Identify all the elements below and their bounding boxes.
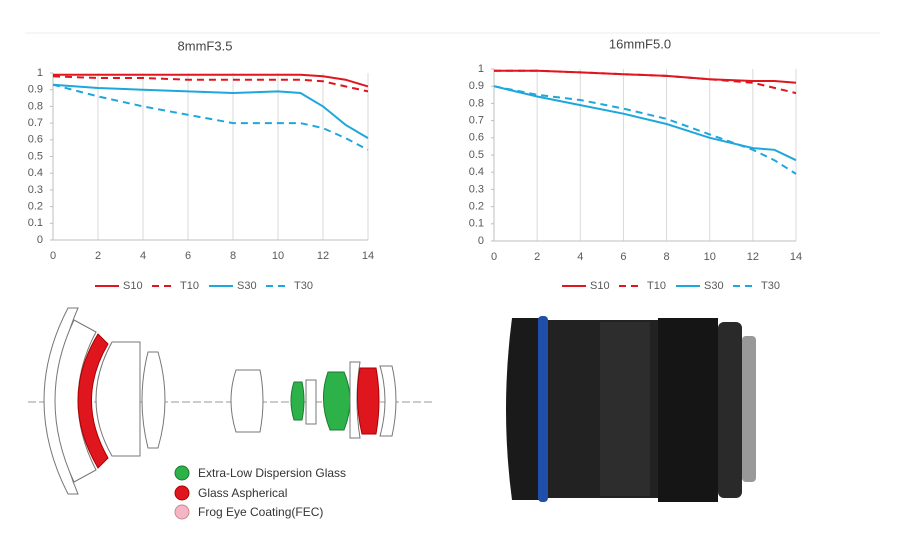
y-tick-label: 0.5 xyxy=(28,150,43,162)
ed-element xyxy=(290,381,305,421)
lens-element xyxy=(54,319,97,483)
aperture-ring xyxy=(658,318,718,502)
x-tick-label: 12 xyxy=(747,251,759,263)
y-tick-label: 0.8 xyxy=(469,97,484,109)
series-line xyxy=(52,83,369,139)
x-tick-label: 2 xyxy=(95,250,101,262)
y-tick-label: 0.7 xyxy=(469,115,484,127)
y-tick-label: 1 xyxy=(37,67,43,79)
lens-diagram xyxy=(28,307,432,520)
series-line xyxy=(494,69,797,95)
lens-element xyxy=(379,365,397,437)
lens-photo xyxy=(506,316,756,502)
y-tick-label: 0.9 xyxy=(28,84,43,96)
y-tick-label: 0.7 xyxy=(28,117,43,129)
y-tick-label: 0.4 xyxy=(28,167,43,179)
lens-element xyxy=(95,341,141,457)
x-tick-label: 0 xyxy=(491,251,497,263)
x-tick-label: 14 xyxy=(362,250,374,262)
legend-label: T10 xyxy=(180,280,199,292)
legend-label: S30 xyxy=(237,280,257,292)
y-tick-label: 0.6 xyxy=(469,132,484,144)
y-tick-label: 0.1 xyxy=(28,217,43,229)
legend-swatch xyxy=(174,465,190,481)
x-tick-label: 8 xyxy=(230,250,236,262)
focus-ring xyxy=(600,322,650,496)
y-tick-label: 0.9 xyxy=(469,80,484,92)
legend-label: T30 xyxy=(294,280,313,292)
aspherical-element xyxy=(77,333,109,469)
ed-element xyxy=(323,371,351,431)
y-tick-label: 0 xyxy=(37,234,43,246)
legend-label: Extra-Low Dispersion Glass xyxy=(198,466,346,480)
series-line xyxy=(52,83,369,151)
y-tick-label: 1 xyxy=(478,63,484,75)
legend-swatch xyxy=(174,504,190,520)
lens-element xyxy=(141,351,166,449)
x-tick-label: 12 xyxy=(317,250,329,262)
lens-element xyxy=(349,361,361,439)
lens-element xyxy=(230,369,264,433)
series-line xyxy=(53,73,369,88)
y-tick-label: 0.3 xyxy=(28,184,43,196)
y-tick-label: 0.6 xyxy=(28,134,43,146)
aspherical-element xyxy=(356,367,380,435)
mount-section xyxy=(718,322,742,498)
x-tick-label: 4 xyxy=(577,251,583,263)
y-tick-label: 0.2 xyxy=(28,201,43,213)
legend-label: S30 xyxy=(704,280,724,292)
chart-title: 8mmF3.5 xyxy=(178,38,233,53)
y-tick-label: 0.3 xyxy=(469,183,484,195)
y-tick-label: 0.4 xyxy=(469,166,484,178)
legend-label: T10 xyxy=(647,280,666,292)
legend-label: S10 xyxy=(590,280,610,292)
legend-label: Glass Aspherical xyxy=(198,486,287,500)
y-tick-label: 0 xyxy=(478,235,484,247)
x-tick-label: 6 xyxy=(620,251,626,263)
x-tick-label: 0 xyxy=(50,250,56,262)
series-line xyxy=(52,75,369,93)
legend-label: T30 xyxy=(761,280,780,292)
x-tick-label: 4 xyxy=(140,250,146,262)
legend-label: S10 xyxy=(123,280,143,292)
x-tick-label: 2 xyxy=(534,251,540,263)
lens-mount xyxy=(742,336,756,482)
legend-label: Frog Eye Coating(FEC) xyxy=(198,505,323,519)
lens-hood xyxy=(506,318,545,500)
x-tick-label: 14 xyxy=(790,251,802,263)
y-tick-label: 0.5 xyxy=(469,149,484,161)
legend-swatch xyxy=(174,485,190,501)
x-tick-label: 10 xyxy=(704,251,716,263)
x-tick-label: 6 xyxy=(185,250,191,262)
x-tick-label: 10 xyxy=(272,250,284,262)
y-tick-label: 0.8 xyxy=(28,100,43,112)
series-line xyxy=(493,85,797,162)
x-tick-label: 8 xyxy=(664,251,670,263)
chart-title: 16mmF5.0 xyxy=(609,36,671,51)
blue-ring xyxy=(538,316,548,502)
y-tick-label: 0.1 xyxy=(469,218,484,230)
y-tick-label: 0.2 xyxy=(469,201,484,213)
lens-element xyxy=(305,379,317,425)
